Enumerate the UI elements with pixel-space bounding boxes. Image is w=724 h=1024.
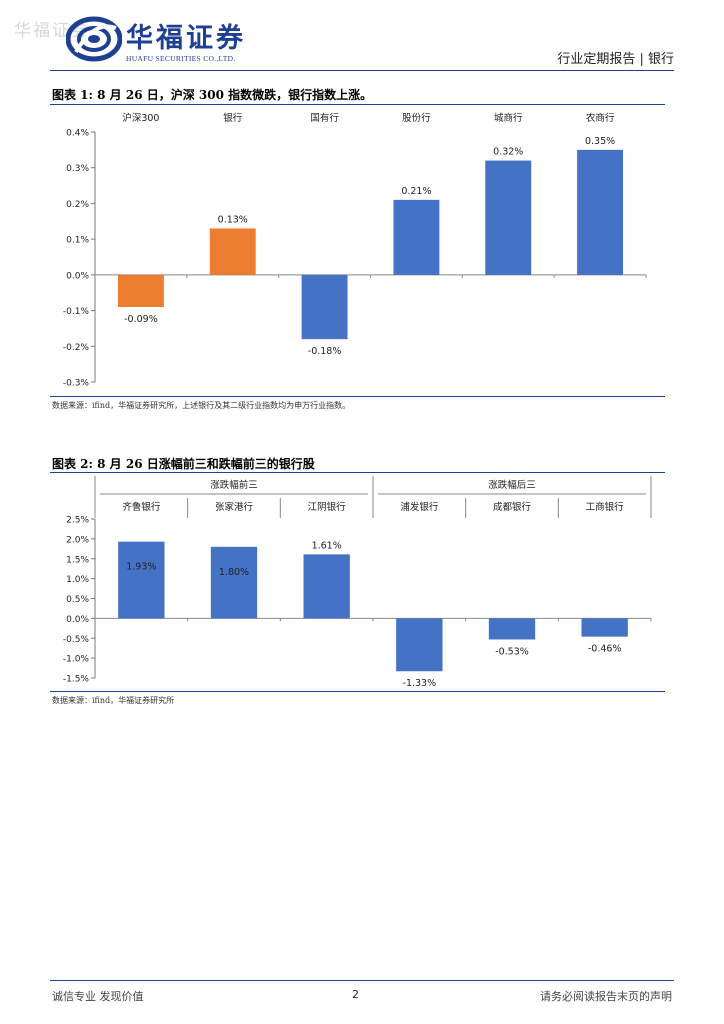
y-tick-label: 0.4%	[66, 129, 89, 139]
category-label: 沪深300	[122, 112, 159, 124]
y-tick-label: 1.5%	[66, 555, 89, 565]
y-tick-label: 2.5%	[66, 516, 89, 526]
bar-value-label: -0.09%	[124, 314, 158, 325]
y-tick-label: 0.0%	[66, 271, 89, 281]
category-label: 工商银行	[586, 501, 625, 513]
bar-value-label: 0.35%	[585, 136, 615, 147]
bar-2	[210, 546, 258, 619]
figure-2-chart: 2.5% 2.0% 1.5% 1.0% 0.5% 0.0% -0.5% -1.0% -1.5% 1…	[63, 476, 652, 689]
group-label: 涨跌幅后三	[488, 479, 536, 491]
logo-text-cn: 华福证券	[126, 23, 246, 54]
figure-2-title: 图表 2: 8 月 26 日涨幅前三和跌幅前三的银行股	[52, 457, 315, 471]
logo-text-en: HUAFU SECURITIES CO.,LTD.	[126, 54, 236, 63]
y-tick-label: 1.0%	[66, 575, 89, 585]
bar-4	[396, 618, 443, 672]
category-label: 国有行	[310, 112, 339, 124]
bar-value-label: 1.93%	[126, 562, 156, 573]
y-tick-label: -0.2%	[63, 343, 90, 353]
bar-6	[577, 149, 624, 275]
figure-1-bottom-rule	[50, 396, 665, 397]
figure-1-chart: 0.4% 0.3% 0.2% 0.1% 0.0% -0.1% -0.2% -0.3% -0.09…	[63, 112, 647, 389]
footer-divider	[50, 980, 674, 981]
bar-3	[301, 274, 348, 340]
figure-1-top-rule	[50, 104, 665, 105]
report-type: 行业定期报告 | 银行	[557, 52, 674, 67]
bar-value-label: -0.18%	[308, 346, 342, 357]
y-tick-label: -0.3%	[63, 379, 90, 389]
footer-slogan: 诚信专业 发现价值	[52, 990, 144, 1003]
figure-2-bottom-rule	[50, 691, 665, 692]
bar-6	[581, 618, 628, 637]
figure-2-top-rule	[50, 472, 665, 473]
bar-1	[117, 274, 164, 307]
y-tick-label: 2.0%	[66, 535, 89, 545]
bar-5	[488, 618, 536, 640]
group-label: 涨跌幅前三	[210, 479, 258, 491]
y-tick-label: -0.1%	[63, 307, 90, 317]
category-label: 浦发银行	[400, 501, 439, 513]
bar-1	[118, 541, 165, 619]
bar-value-label: 0.13%	[218, 214, 248, 225]
category-label: 银行	[223, 112, 243, 124]
bar-2	[209, 228, 256, 275]
bar-value-label: -0.46%	[588, 644, 622, 655]
figure-2-source: 数据来源：ifind，华福证券研究所	[52, 696, 175, 705]
category-label: 江阴银行	[308, 501, 347, 513]
y-tick-label: -1.5%	[63, 675, 90, 685]
bar-5	[485, 160, 532, 275]
bar-4	[393, 199, 440, 275]
y-tick-label: 0.5%	[66, 595, 89, 605]
y-tick-label: -1.0%	[63, 655, 90, 665]
category-label: 齐鲁银行	[122, 501, 161, 513]
figure-1-title: 图表 1: 8 月 26 日，沪深 300 指数微跌，银行指数上涨。	[52, 88, 373, 102]
bar-value-label: -1.33%	[403, 678, 437, 689]
footer-disclaimer: 请务必阅读报告末页的声明	[540, 990, 672, 1003]
category-label: 成都银行	[493, 501, 532, 513]
y-tick-label: -0.5%	[63, 635, 90, 645]
category-label: 农商行	[586, 112, 615, 124]
bar-value-label: 0.21%	[401, 186, 431, 197]
logo-emblem-icon	[66, 16, 122, 62]
y-tick-label: 0.2%	[66, 200, 89, 210]
bar-value-label: 0.32%	[493, 147, 523, 158]
bar-value-label: 1.80%	[219, 567, 249, 578]
y-tick-label: 0.3%	[66, 164, 89, 174]
header-divider	[50, 70, 674, 71]
category-label: 张家港行	[215, 501, 254, 513]
figure-1-source: 数据来源：ifind，华福证券研究所，上述银行及其二级行业指数均为申万行业指数。	[52, 401, 351, 410]
page-number: 2	[352, 988, 359, 1001]
bar-value-label: 1.61%	[312, 540, 342, 551]
y-tick-label: 0.0%	[66, 615, 89, 625]
category-label: 城商行	[494, 112, 523, 124]
y-tick-label: 0.1%	[66, 236, 89, 246]
bar-value-label: -0.53%	[495, 646, 529, 657]
category-label: 股份行	[402, 112, 431, 124]
company-logo: 华福证券 HUAFU SECURITIES CO.,LTD.	[66, 14, 276, 68]
bar-3	[303, 554, 350, 619]
